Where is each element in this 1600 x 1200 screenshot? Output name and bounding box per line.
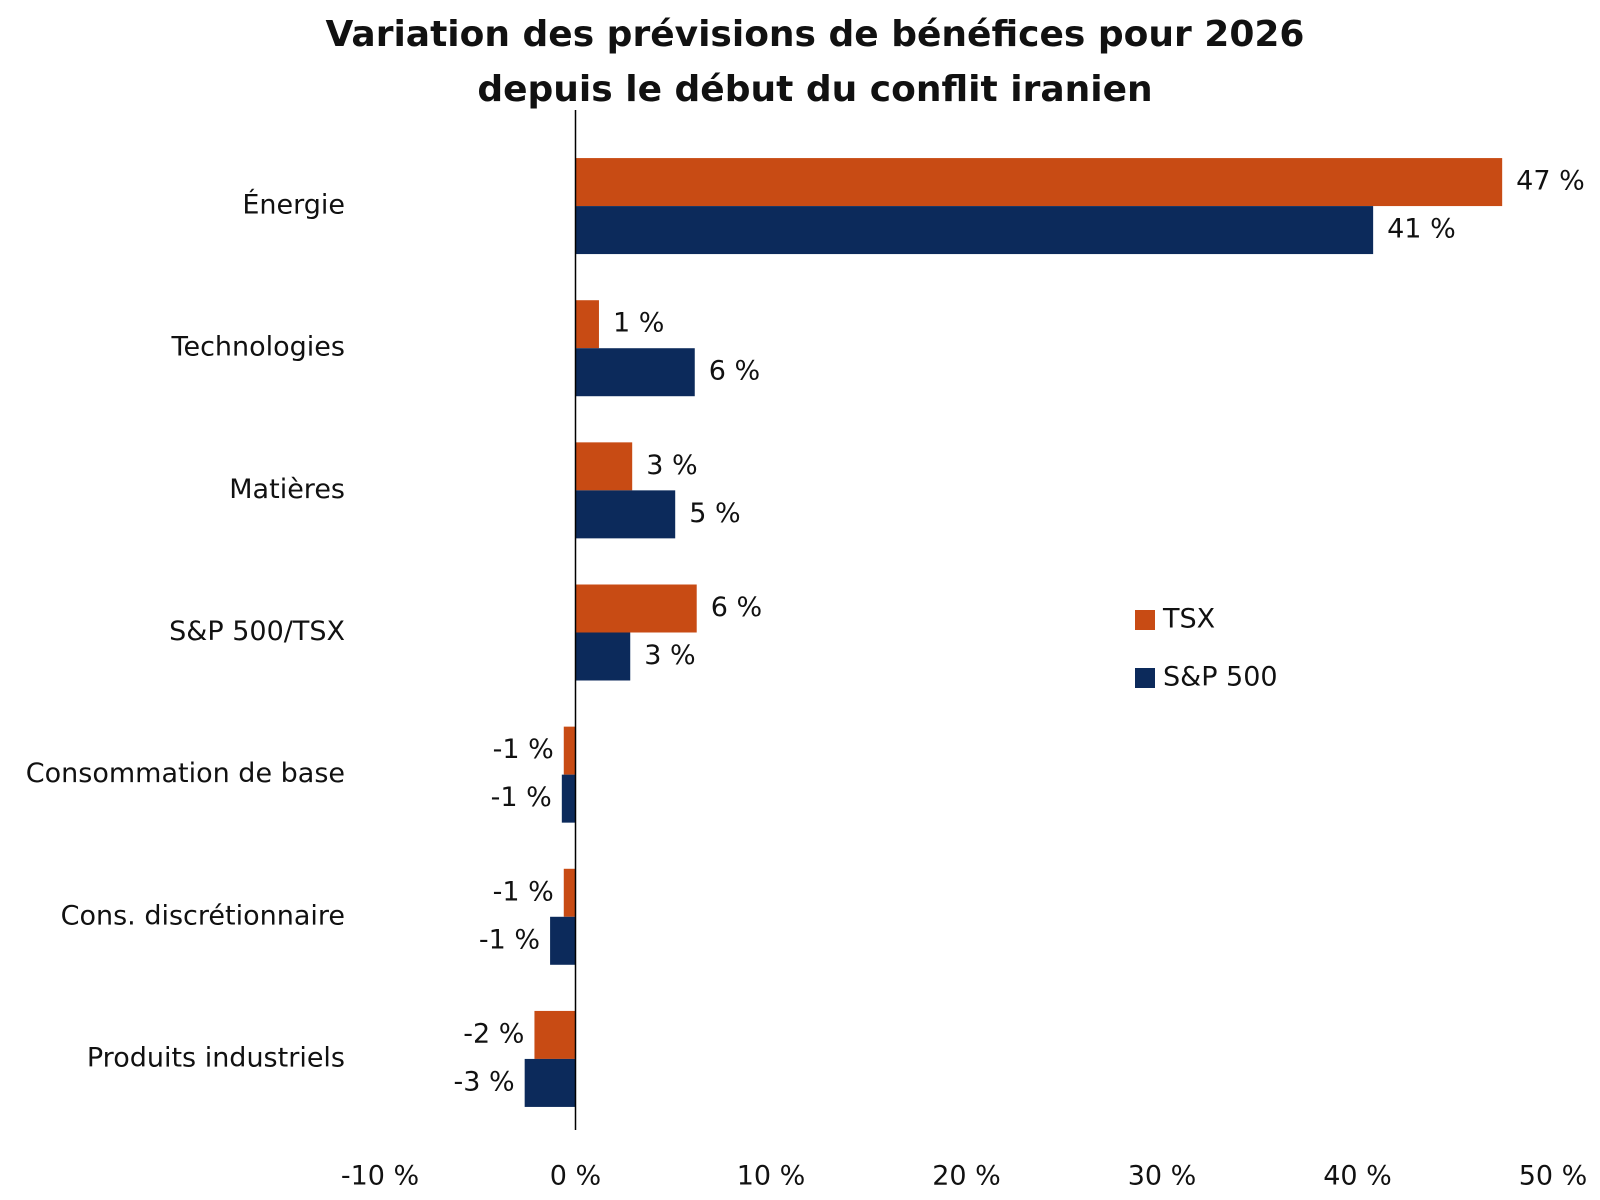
legend-swatch	[1135, 668, 1155, 688]
bar	[575, 632, 631, 681]
y-tick-label: Matières	[229, 474, 345, 505]
bar	[534, 1010, 576, 1059]
chart-title: Variation des prévisions de bénéfices po…	[326, 14, 1305, 55]
bar	[575, 442, 633, 491]
bar	[561, 774, 576, 823]
data-label: 6 %	[711, 592, 762, 623]
bar	[575, 300, 599, 349]
data-label: 3 %	[644, 640, 695, 671]
y-tick-label: Cons. discrétionnaire	[61, 900, 345, 931]
data-label: -1 %	[493, 734, 554, 765]
x-tick-label: 30 %	[1128, 1161, 1197, 1192]
x-tick-label: 40 %	[1323, 1161, 1392, 1192]
x-tick-label: 10 %	[737, 1161, 806, 1192]
bar	[575, 584, 697, 633]
data-label: 3 %	[646, 450, 697, 481]
bar	[575, 206, 1374, 255]
y-tick-label: Produits industriels	[87, 1042, 345, 1073]
data-label: -2 %	[463, 1018, 524, 1049]
data-label: 1 %	[613, 308, 664, 339]
data-label: 5 %	[689, 498, 740, 529]
bar	[563, 726, 576, 775]
y-tick-label: Énergie	[242, 189, 345, 221]
chart-title: depuis le début du conflit iranien	[477, 69, 1152, 110]
bar	[575, 158, 1503, 207]
data-label: -1 %	[479, 924, 540, 955]
bar	[563, 868, 576, 917]
data-label: -1 %	[491, 782, 552, 813]
legend-label: TSX	[1162, 604, 1215, 635]
bar	[575, 348, 695, 397]
x-tick-label: 0 %	[550, 1161, 601, 1192]
legend-label: S&P 500	[1163, 662, 1278, 693]
data-label: 41 %	[1387, 214, 1456, 245]
data-label: -3 %	[453, 1066, 514, 1097]
data-label: 6 %	[709, 356, 760, 387]
x-tick-label: -10 %	[341, 1161, 419, 1192]
x-tick-label: 20 %	[932, 1161, 1001, 1192]
bar	[550, 916, 576, 965]
bar	[575, 490, 676, 539]
legend-swatch	[1135, 610, 1155, 630]
y-tick-label: Technologies	[171, 332, 345, 363]
data-label: -1 %	[493, 876, 554, 907]
y-tick-label: Consommation de base	[26, 758, 345, 789]
bar	[524, 1058, 576, 1107]
x-tick-label: 50 %	[1519, 1161, 1588, 1192]
y-tick-label: S&P 500/TSX	[169, 616, 345, 647]
data-label: 47 %	[1516, 166, 1585, 197]
